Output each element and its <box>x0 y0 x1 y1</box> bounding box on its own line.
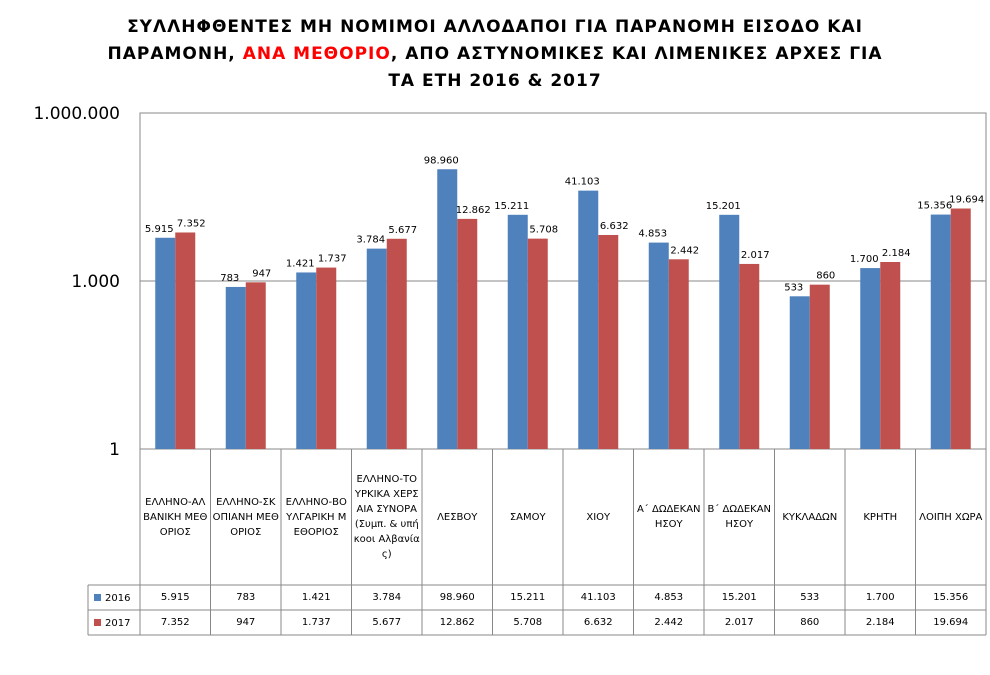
y-tick-label: 1 <box>109 440 120 460</box>
table-value: 15.356 <box>933 592 969 603</box>
category-label: ΚΡΗΤΗ <box>863 511 898 523</box>
bar <box>739 263 760 449</box>
bar <box>245 282 266 449</box>
category-label: Α΄ ΔΩΔΕΚΑΝΗΣΟΥ <box>636 504 701 530</box>
data-label: 15.211 <box>494 201 529 212</box>
table-value: 6.632 <box>583 617 613 628</box>
legend-label: 2017 <box>105 618 130 629</box>
title-line: ΤΑ ΕΤΗ 2016 & 2017 <box>388 71 602 91</box>
bar <box>668 259 689 449</box>
bar <box>648 242 669 449</box>
category-label: ΚΥΚΛΑΔΩΝ <box>782 511 838 523</box>
table-value: 5.915 <box>160 592 190 603</box>
table-value: 5.708 <box>513 617 543 628</box>
data-label: 7.352 <box>177 218 206 229</box>
data-label: 15.201 <box>706 201 741 212</box>
table-value: 19.694 <box>933 617 969 628</box>
data-label: 2.442 <box>670 245 699 256</box>
table-value: 1.737 <box>301 617 331 628</box>
table-value: 947 <box>236 617 256 628</box>
data-label: 4.853 <box>638 229 667 240</box>
title-highlight: ΑΝΑ ΜΕΘΟΡΙΟ <box>242 44 391 64</box>
category-label: Β΄ ΔΩΔΕΚΑΝΗΣΟΥ <box>707 504 772 530</box>
table-value: 860 <box>800 617 820 628</box>
bar <box>437 169 458 449</box>
data-label: 5.677 <box>388 225 417 236</box>
bar <box>316 267 337 449</box>
category-label: ΧΙΟΥ <box>586 511 611 523</box>
data-label: 533 <box>784 282 803 293</box>
data-label: 41.103 <box>565 177 600 188</box>
title-part: ΠΑΡΑΜΟΝΗ, <box>107 44 243 64</box>
legend-label: 2016 <box>105 593 130 604</box>
table-value: 15.201 <box>721 592 757 603</box>
bar <box>598 234 619 449</box>
category-label: ΕΛΛΗΝΟ-ΒΟΥΛΓΑΡΙΚΗ ΜΕΘΟΡΙΟΣ <box>285 496 347 538</box>
data-label: 5.915 <box>145 224 174 235</box>
table-value: 41.103 <box>580 592 616 603</box>
data-label: 1.421 <box>286 258 315 269</box>
data-label: 19.694 <box>949 195 984 206</box>
data-label: 1.737 <box>318 254 347 265</box>
table-value: 15.211 <box>510 592 546 603</box>
bar <box>386 238 407 449</box>
bar <box>527 238 548 449</box>
category-label: ΕΛΛΗΝΟ-ΣΚΟΠΙΑΝΗ ΜΕΘΟΡΙΟΣ <box>212 496 279 538</box>
bar <box>225 286 246 449</box>
bar <box>155 237 176 449</box>
data-label: 947 <box>252 268 271 279</box>
data-label: 12.862 <box>456 205 491 216</box>
bar <box>860 268 881 449</box>
table-value: 1.700 <box>865 592 895 603</box>
y-tick-label: 1.000 <box>71 272 120 292</box>
bar <box>930 214 951 449</box>
data-label: 2.184 <box>882 248 911 259</box>
bar <box>880 262 901 449</box>
table-value: 533 <box>800 592 820 603</box>
bar <box>809 284 830 449</box>
table-value: 1.421 <box>301 592 331 603</box>
legend-swatch <box>94 619 101 626</box>
data-label: 1.700 <box>850 254 879 265</box>
data-label: 15.356 <box>917 201 952 212</box>
data-label: 783 <box>220 273 239 284</box>
table-value: 3.784 <box>372 592 402 603</box>
bar <box>719 214 740 449</box>
data-label: 6.632 <box>600 221 629 232</box>
title-line: ΣΥΛΛΗΦΘΕΝΤΕΣ ΜΗ ΝΟΜΙΜΟΙ ΑΛΛΟΔΑΠΟΙ ΓΙΑ ΠΑ… <box>127 17 863 37</box>
data-label: 860 <box>816 271 835 282</box>
bar <box>950 208 971 449</box>
title-part: , ΑΠΟ ΑΣΤΥΝΟΜΙΚΕΣ ΚΑΙ ΛΙΜΕΝΙΚΕΣ ΑΡΧΕΣ ΓΙ… <box>390 44 883 64</box>
data-label: 5.708 <box>529 225 558 236</box>
data-label: 3.784 <box>356 235 385 246</box>
y-tick-label: 1.000.000 <box>33 104 120 124</box>
table-value: 2.442 <box>654 617 684 628</box>
bar <box>175 232 196 449</box>
data-label: 2.017 <box>741 250 770 261</box>
data-label: 98.960 <box>424 155 459 166</box>
legend-swatch <box>94 594 101 601</box>
bar <box>366 248 387 449</box>
table-value: 12.862 <box>439 617 475 628</box>
category-label: ΕΛΛΗΝΟ-ΤΟΥΡΚΙΚΑ ΧΕΡΣΑΙΑ ΣΥΝΟΡΑ (Συμπ. & … <box>353 474 420 560</box>
bar <box>789 296 810 449</box>
table-value: 2.017 <box>724 617 754 628</box>
category-label: ΣΑΜΟΥ <box>509 511 546 523</box>
category-label: ΛΟΙΠΗ ΧΩΡΑ <box>919 511 983 523</box>
bar <box>578 190 599 449</box>
chart-title: ΣΥΛΛΗΦΘΕΝΤΕΣ ΜΗ ΝΟΜΙΜΟΙ ΑΛΛΟΔΑΠΟΙ ΓΙΑ ΠΑ… <box>0 14 990 95</box>
table-value: 98.960 <box>439 592 475 603</box>
table-value: 783 <box>236 592 256 603</box>
table-value: 2.184 <box>865 617 895 628</box>
category-label: ΕΛΛΗΝΟ-ΑΛΒΑΝΙΚΗ ΜΕΘΟΡΙΟΣ <box>143 496 208 538</box>
bar <box>507 214 528 449</box>
table-value: 4.853 <box>654 592 684 603</box>
table-value: 7.352 <box>160 617 190 628</box>
table-value: 5.677 <box>372 617 402 628</box>
category-label: ΛΕΣΒΟΥ <box>437 511 478 523</box>
bar <box>296 272 317 449</box>
bar <box>457 218 478 449</box>
